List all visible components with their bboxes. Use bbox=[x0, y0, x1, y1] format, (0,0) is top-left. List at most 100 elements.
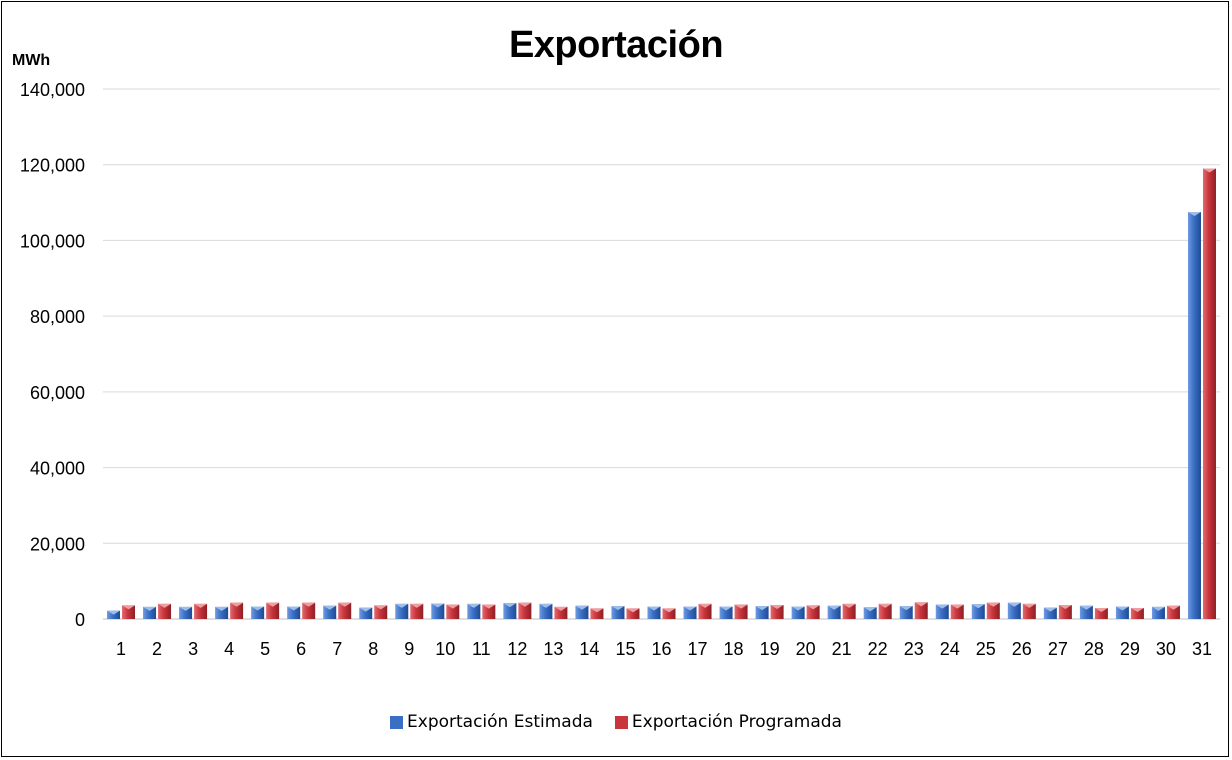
bar-cap-estimada bbox=[251, 606, 265, 611]
bar-programada bbox=[1202, 168, 1216, 619]
bar-cap-programada bbox=[662, 608, 676, 613]
bar-estimada bbox=[503, 603, 517, 619]
bar-programada bbox=[1130, 608, 1144, 619]
bar-programada bbox=[338, 602, 352, 619]
bar-cap-estimada bbox=[359, 607, 373, 612]
bar-cap-estimada bbox=[467, 603, 481, 608]
bar-cap-programada bbox=[1130, 608, 1144, 613]
legend-label-estimada: Exportación Estimada bbox=[407, 712, 593, 732]
bar-programada bbox=[1166, 605, 1180, 619]
bar-cap-estimada bbox=[575, 605, 589, 610]
y-tick-label: 0 bbox=[75, 610, 85, 630]
bar-cap-estimada bbox=[683, 606, 697, 611]
x-tick-label: 25 bbox=[976, 639, 996, 659]
legend: Exportación Estimada Exportación Program… bbox=[0, 712, 1232, 732]
bar-estimada bbox=[179, 606, 193, 619]
bar-cap-programada bbox=[770, 604, 784, 609]
x-tick-label: 7 bbox=[332, 639, 342, 659]
x-tick-label: 26 bbox=[1012, 639, 1032, 659]
bar-programada bbox=[734, 604, 748, 619]
bar-cap-programada bbox=[482, 604, 496, 609]
bar-programada bbox=[194, 603, 208, 619]
x-tick-label: 20 bbox=[796, 639, 816, 659]
bar-cap-programada bbox=[266, 602, 280, 607]
gridlines bbox=[103, 88, 1220, 620]
bar-estimada bbox=[1115, 606, 1129, 619]
legend-label-programada: Exportación Programada bbox=[631, 712, 842, 732]
bar-estimada bbox=[647, 606, 661, 619]
bar-estimada bbox=[467, 603, 481, 619]
x-tick-label: 6 bbox=[296, 639, 306, 659]
x-tick-label: 13 bbox=[543, 639, 563, 659]
x-tick-label: 21 bbox=[832, 639, 852, 659]
bar-programada bbox=[302, 602, 316, 619]
x-tick-label: 18 bbox=[724, 639, 744, 659]
bar-estimada bbox=[143, 606, 157, 619]
bar-programada bbox=[1094, 608, 1108, 619]
bar-programada bbox=[266, 602, 280, 619]
bar-cap-estimada bbox=[755, 606, 769, 611]
x-tick-label: 28 bbox=[1084, 639, 1104, 659]
x-tick-label: 10 bbox=[435, 639, 455, 659]
bar-chart: 0 20,000 40,000 60,000 80,000 100,000 120,000 1… bbox=[20, 80, 1220, 659]
bar-estimada bbox=[431, 603, 445, 619]
bar-programada bbox=[590, 608, 604, 619]
y-tick-label: 40,000 bbox=[30, 459, 85, 479]
x-tick-label: 4 bbox=[224, 639, 234, 659]
x-tick-label: 16 bbox=[651, 639, 671, 659]
bar-cap-programada bbox=[698, 603, 712, 608]
bar-estimada bbox=[863, 607, 877, 619]
y-axis-ticks: 0 20,000 40,000 60,000 80,000 100,000 120,000 1… bbox=[20, 80, 85, 630]
x-tick-label: 1 bbox=[116, 639, 126, 659]
bar-programada bbox=[986, 602, 1000, 619]
bar-estimada bbox=[395, 603, 409, 619]
bar-cap-programada bbox=[1022, 603, 1036, 608]
bar-estimada bbox=[359, 607, 373, 619]
bar-cap-estimada bbox=[1187, 212, 1201, 217]
bar-cap-programada bbox=[302, 602, 316, 607]
bar-programada bbox=[698, 603, 712, 619]
bar-estimada bbox=[1007, 602, 1021, 619]
y-axis-unit-label: MWh bbox=[12, 52, 51, 69]
bar-programada bbox=[158, 603, 172, 619]
bar-programada bbox=[842, 603, 856, 619]
bars bbox=[107, 168, 1216, 620]
bar-programada bbox=[878, 603, 892, 619]
bar-cap-estimada bbox=[611, 606, 625, 611]
bar-estimada bbox=[1151, 606, 1165, 619]
bar-cap-estimada bbox=[1043, 607, 1057, 612]
bar-cap-programada bbox=[914, 602, 928, 607]
bar-estimada bbox=[1079, 605, 1093, 619]
bar-cap-programada bbox=[1166, 605, 1180, 610]
bar-cap-programada bbox=[878, 603, 892, 608]
x-tick-label: 31 bbox=[1192, 639, 1212, 659]
bar-cap-programada bbox=[950, 604, 964, 609]
legend-item-programada: Exportación Programada bbox=[614, 712, 842, 732]
bar-cap-programada bbox=[626, 608, 640, 613]
x-tick-label: 19 bbox=[760, 639, 780, 659]
bar-estimada bbox=[215, 606, 229, 619]
bar-cap-estimada bbox=[395, 603, 409, 608]
bar-estimada bbox=[611, 606, 625, 619]
bar-cap-estimada bbox=[971, 604, 985, 609]
bar-programada bbox=[914, 602, 928, 619]
bar-cap-programada bbox=[122, 605, 136, 610]
y-tick-label: 100,000 bbox=[20, 231, 85, 251]
bar-cap-programada bbox=[1094, 608, 1108, 613]
bar-estimada bbox=[791, 606, 805, 619]
bar-estimada bbox=[755, 606, 769, 619]
bar-cap-estimada bbox=[143, 606, 157, 611]
bar-cap-programada bbox=[374, 605, 388, 610]
bar-programada bbox=[446, 604, 460, 619]
bar-cap-estimada bbox=[179, 606, 193, 611]
bar-cap-estimada bbox=[899, 606, 913, 611]
bar-programada bbox=[806, 605, 820, 619]
bar-programada bbox=[1022, 603, 1036, 619]
x-tick-label: 9 bbox=[404, 639, 414, 659]
y-tick-label: 80,000 bbox=[30, 307, 85, 327]
bar-programada bbox=[518, 602, 532, 619]
bar-cap-estimada bbox=[719, 606, 733, 611]
legend-swatch-programada bbox=[614, 715, 628, 729]
bar-cap-programada bbox=[1058, 604, 1072, 609]
